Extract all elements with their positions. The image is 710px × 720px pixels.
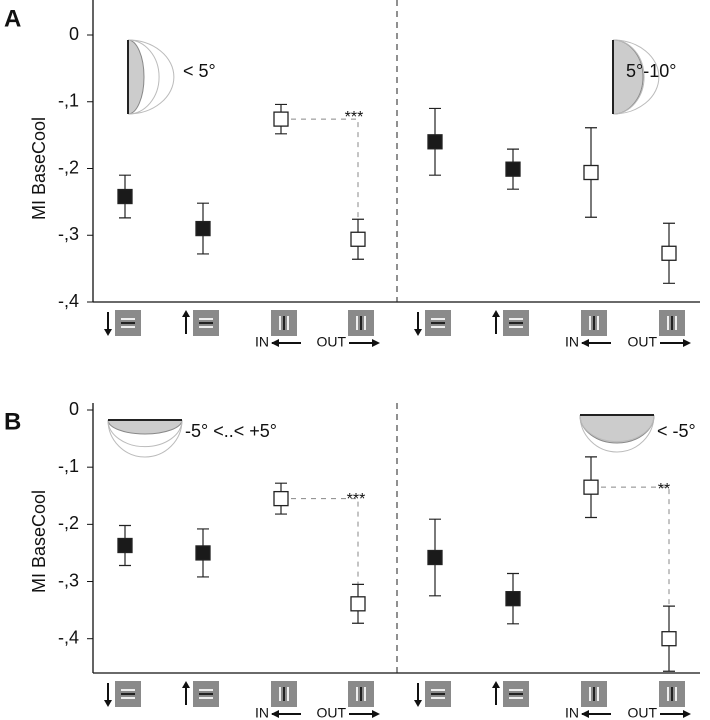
y-tick-label: -,2 (58, 513, 79, 533)
data-point (273, 111, 289, 127)
data-point (117, 188, 133, 205)
y-tick-label: 0 (69, 399, 79, 419)
data-point (195, 545, 211, 561)
y-tick-label: -,1 (58, 91, 79, 111)
arrow-head (271, 710, 279, 718)
visual-field-region (579, 414, 655, 444)
x-category-label: OUT (316, 705, 346, 720)
arrow-head (414, 700, 422, 707)
significance-line (291, 498, 359, 584)
visual-field-region (127, 39, 145, 115)
annotation: *** (347, 491, 366, 508)
x-category-label: OUT (627, 334, 657, 350)
data-point (661, 631, 677, 647)
annotation: *** (345, 109, 364, 126)
panel: A MI BaseCool 0 -,1 -,2 -,3 -,4 IN OUT IN OUT < 5° 5… (4, 0, 700, 350)
arrow-head (372, 710, 380, 718)
y-axis-label: MI BaseCool (29, 490, 49, 593)
data-point (273, 490, 289, 507)
x-category-label: IN (565, 705, 579, 720)
data-point (505, 591, 521, 607)
y-tick-label: 0 (69, 24, 79, 44)
annotation: 5°-10° (626, 61, 676, 81)
visual-field-outline (107, 419, 183, 458)
y-tick-label: -,4 (58, 627, 79, 647)
x-category-label: IN (255, 334, 269, 350)
annotation: < -5° (657, 421, 696, 441)
arrow-head (182, 310, 190, 317)
arrow-head (104, 700, 112, 707)
arrow-head (104, 329, 112, 336)
x-category-label: IN (565, 334, 579, 350)
arrow-head (683, 710, 691, 718)
visual-field-inner (612, 39, 645, 115)
panel-label: A (4, 5, 21, 32)
x-category-label: OUT (627, 705, 657, 720)
visual-field-region (107, 419, 183, 435)
data-point (195, 220, 211, 237)
visual-field-outline (612, 39, 660, 115)
significance-line (291, 118, 359, 220)
annotation: -5° <..< +5° (185, 421, 277, 441)
arrow-head (492, 681, 500, 688)
x-category-label: IN (255, 705, 269, 720)
arrow-head (683, 339, 691, 347)
arrow-head (492, 310, 500, 317)
data-point (661, 245, 677, 261)
data-point (350, 596, 366, 612)
data-point (427, 549, 443, 566)
panel-label: B (4, 408, 21, 435)
y-tick-label: -,4 (58, 291, 79, 311)
data-point (583, 164, 599, 181)
arrow-head (271, 339, 279, 347)
visual-field-outline (127, 39, 175, 115)
arrow-head (581, 710, 589, 718)
panel: B MI BaseCool 0 -,1 -,2 -,3 -,4 IN OUT IN OUT -5° <… (4, 399, 700, 720)
arrow-head (372, 339, 380, 347)
visual-field-inner (127, 39, 160, 115)
significance-line (601, 486, 670, 619)
arrow-head (182, 681, 190, 688)
annotation: ** (658, 481, 670, 498)
data-point (117, 537, 133, 554)
visual-field-inner (579, 414, 655, 443)
x-category-label: OUT (316, 334, 346, 350)
y-tick-label: -,3 (58, 570, 79, 590)
y-tick-label: -,2 (58, 157, 79, 177)
data-point (583, 479, 599, 495)
data-point (427, 134, 443, 150)
y-tick-label: -,3 (58, 224, 79, 244)
annotation: < 5° (183, 61, 216, 81)
y-axis-label: MI BaseCool (29, 117, 49, 220)
visual-field-inner (107, 419, 183, 448)
arrow-head (581, 339, 589, 347)
data-point (505, 161, 521, 177)
visual-field-outline (579, 414, 655, 453)
data-point (350, 231, 366, 247)
y-tick-label: -,1 (58, 456, 79, 476)
arrow-head (414, 329, 422, 336)
